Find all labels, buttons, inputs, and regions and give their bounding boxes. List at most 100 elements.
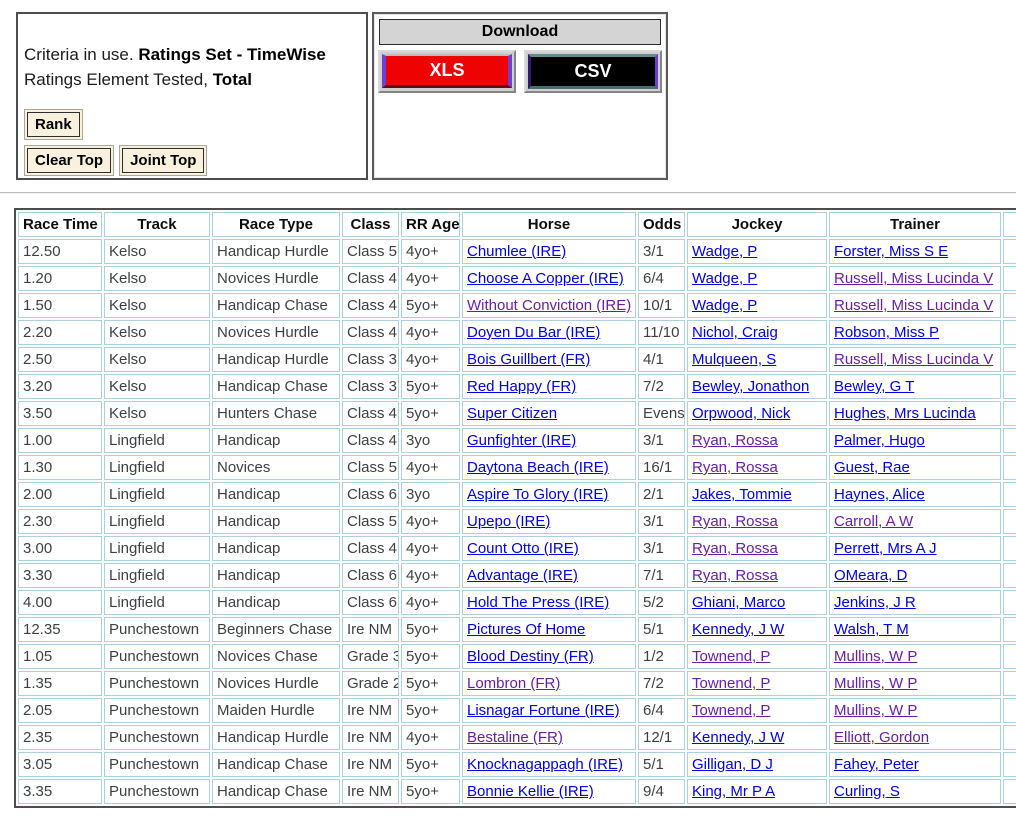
cell-track: Lingfield — [104, 509, 210, 534]
cell-cutoff — [1003, 617, 1016, 642]
cell-odds: 3/1 — [638, 536, 685, 561]
trainer-link[interactable]: Mullins, W P — [834, 648, 918, 665]
jockey-link[interactable]: Ghiani, Marco — [692, 594, 786, 611]
horse-link[interactable]: Doyen Du Bar (IRE) — [467, 324, 601, 341]
jockey-link[interactable]: Townend, P — [692, 648, 771, 665]
cell-race-time: 3.00 — [18, 536, 102, 561]
joint-top-button[interactable]: Joint Top — [122, 148, 205, 173]
horse-link[interactable]: Bestaline (FR) — [467, 729, 563, 746]
cell-rr-age: 5yo+ — [401, 401, 460, 426]
horse-link[interactable]: Pictures Of Home — [467, 621, 586, 638]
cell-cutoff — [1003, 698, 1016, 723]
cell-rr-age: 5yo+ — [401, 779, 460, 804]
criteria-line-2: Ratings Element Tested, Total — [24, 70, 253, 89]
jockey-link[interactable]: Townend, P — [692, 675, 771, 692]
horse-link[interactable]: Advantage (IRE) — [467, 567, 578, 584]
trainer-link[interactable]: Russell, Miss Lucinda V — [834, 351, 994, 368]
horse-link[interactable]: Bonnie Kellie (IRE) — [467, 783, 594, 800]
jockey-link[interactable]: Kennedy, J W — [692, 729, 785, 746]
trainer-link[interactable]: Guest, Rae — [834, 459, 910, 476]
jockey-link[interactable]: Ryan, Rossa — [692, 513, 778, 530]
jockey-link[interactable]: Kennedy, J W — [692, 621, 785, 638]
trainer-link[interactable]: Bewley, G T — [834, 378, 915, 395]
horse-link[interactable]: Knocknagappagh (IRE) — [467, 756, 623, 773]
jockey-link[interactable]: Mulqueen, S — [692, 351, 777, 368]
cell-track: Punchestown — [104, 671, 210, 696]
cell-race-time: 3.35 — [18, 779, 102, 804]
jockey-link[interactable]: Ryan, Rossa — [692, 540, 778, 557]
jockey-link[interactable]: Ryan, Rossa — [692, 432, 778, 449]
cell-horse: Without Conviction (IRE) — [462, 293, 636, 318]
horse-link[interactable]: Lombron (FR) — [467, 675, 561, 692]
horse-link[interactable]: Lisnagar Fortune (IRE) — [467, 702, 620, 719]
trainer-link[interactable]: Robson, Miss P — [834, 324, 940, 341]
table-row: 4.00 Lingfield Handicap Class 6 4yo+ Hold The… — [18, 590, 1016, 615]
jockey-link[interactable]: Townend, P — [692, 702, 771, 719]
horse-link[interactable]: Bois Guillbert (FR) — [467, 351, 591, 368]
cell-race-class: Class 5 — [342, 509, 399, 534]
jockey-link[interactable]: Wadge, P — [692, 297, 758, 314]
cell-race-time: 1.35 — [18, 671, 102, 696]
horse-link[interactable]: Hold The Press (IRE) — [467, 594, 610, 611]
cell-race-type: Hunters Chase — [212, 401, 340, 426]
jockey-link[interactable]: Wadge, P — [692, 243, 758, 260]
horse-link[interactable]: Blood Destiny (FR) — [467, 648, 594, 665]
trainer-link[interactable]: Russell, Miss Lucinda V — [834, 270, 994, 287]
cell-rr-age: 5yo+ — [401, 374, 460, 399]
trainer-link[interactable]: Jenkins, J R — [834, 594, 916, 611]
trainer-link[interactable]: Russell, Miss Lucinda V — [834, 297, 994, 314]
cell-horse: Super Citizen — [462, 401, 636, 426]
horse-link[interactable]: Gunfighter (IRE) — [467, 432, 577, 449]
cell-horse: Doyen Du Bar (IRE) — [462, 320, 636, 345]
cell-track: Punchestown — [104, 698, 210, 723]
jockey-link[interactable]: Orpwood, Nick — [692, 405, 791, 422]
cell-track: Punchestown — [104, 644, 210, 669]
trainer-link[interactable]: Forster, Miss S E — [834, 243, 949, 260]
horse-link[interactable]: Without Conviction (IRE) — [467, 297, 632, 314]
horse-link[interactable]: Daytona Beach (IRE) — [467, 459, 609, 476]
cell-track: Lingfield — [104, 482, 210, 507]
jockey-link[interactable]: Nichol, Craig — [692, 324, 778, 341]
jockey-link[interactable]: Gilligan, D J — [692, 756, 773, 773]
table-row: 3.50 Kelso Hunters Chase Class 4 5yo+ Super C… — [18, 401, 1016, 426]
jockey-link[interactable]: Ryan, Rossa — [692, 459, 778, 476]
cell-race-time: 2.30 — [18, 509, 102, 534]
cell-horse: Lombron (FR) — [462, 671, 636, 696]
cell-race-class: Class 4 — [342, 293, 399, 318]
horse-link[interactable]: Red Happy (FR) — [467, 378, 577, 395]
horse-link[interactable]: Super Citizen — [467, 405, 558, 422]
cell-trainer: Guest, Rae — [829, 455, 1001, 480]
jockey-link[interactable]: Jakes, Tommie — [692, 486, 792, 503]
horse-link[interactable]: Aspire To Glory (IRE) — [467, 486, 609, 503]
jockey-link[interactable]: King, Mr P A — [692, 783, 776, 800]
horse-link[interactable]: Choose A Copper (IRE) — [467, 270, 624, 287]
trainer-link[interactable]: Mullins, W P — [834, 702, 918, 719]
trainer-link[interactable]: Palmer, Hugo — [834, 432, 925, 449]
cell-horse: Bonnie Kellie (IRE) — [462, 779, 636, 804]
trainer-link[interactable]: Haynes, Alice — [834, 486, 925, 503]
trainer-link[interactable]: Elliott, Gordon — [834, 729, 930, 746]
jockey-link[interactable]: Bewley, Jonathon — [692, 378, 810, 395]
horse-link[interactable]: Count Otto (IRE) — [467, 540, 579, 557]
trainer-link[interactable]: Walsh, T M — [834, 621, 909, 638]
trainer-link[interactable]: Fahey, Peter — [834, 756, 919, 773]
trainer-link[interactable]: Carroll, A W — [834, 513, 914, 530]
cell-rr-age: 4yo+ — [401, 509, 460, 534]
jockey-link[interactable]: Wadge, P — [692, 270, 758, 287]
cell-race-class: Class 3 — [342, 347, 399, 372]
trainer-link[interactable]: OMeara, D — [834, 567, 908, 584]
download-csv-button[interactable]: CSV — [528, 54, 658, 89]
cell-race-type: Handicap — [212, 563, 340, 588]
trainer-link[interactable]: Hughes, Mrs Lucinda — [834, 405, 976, 422]
horse-link[interactable]: Upepo (IRE) — [467, 513, 551, 530]
jockey-link[interactable]: Ryan, Rossa — [692, 567, 778, 584]
horse-link[interactable]: Chumlee (IRE) — [467, 243, 567, 260]
clear-top-button[interactable]: Clear Top — [27, 148, 112, 173]
trainer-link[interactable]: Perrett, Mrs A J — [834, 540, 937, 557]
download-xls-button[interactable]: XLS — [382, 54, 512, 88]
cell-race-time: 2.20 — [18, 320, 102, 345]
rank-button[interactable]: Rank — [27, 112, 80, 137]
trainer-link[interactable]: Mullins, W P — [834, 675, 918, 692]
trainer-link[interactable]: Curling, S — [834, 783, 900, 800]
cell-jockey: Ryan, Rossa — [687, 536, 827, 561]
